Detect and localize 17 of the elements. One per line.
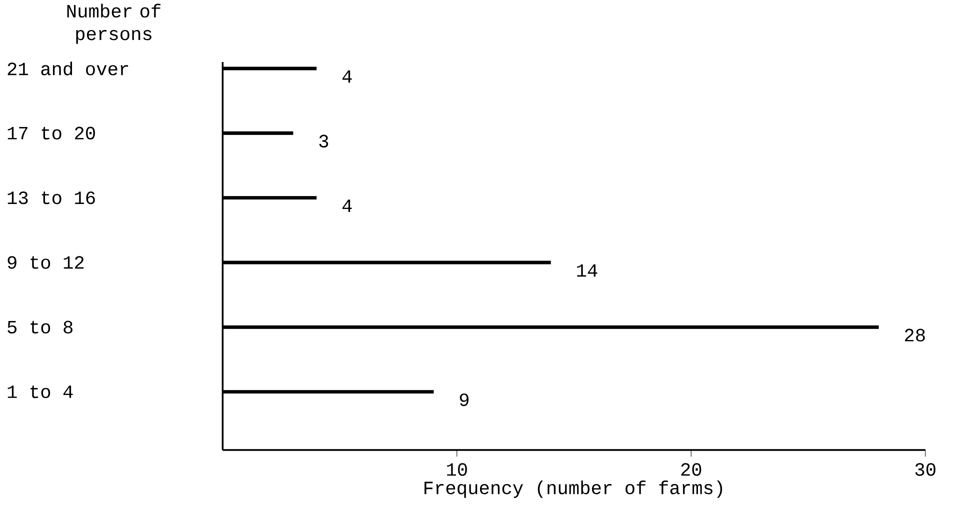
x-tick-label: 30 [915,463,936,476]
y-tick-label: 1 to 4 [8,385,73,398]
y-tick-label: 5 to 8 [8,320,72,334]
x-axis-title: Frequency (number of farms) [424,480,722,498]
x-tick-label: 20 [681,463,702,476]
y-tick-label: 13 to 16 [8,191,95,204]
y-tick-label: 9 to 12 [8,256,84,269]
y-tick-label: 17 to 20 [8,126,95,140]
x-tick-label: 10 [447,463,467,476]
data-label: 9 [460,393,469,406]
data-label: 14 [577,264,598,277]
y-tick-label: 21 and over [8,62,128,76]
data-label: 4 [342,200,352,212]
data-label: 3 [319,134,328,148]
data-label: 4 [342,70,352,83]
data-label: 28 [904,328,925,342]
y-axis-title: Number of persons [67,4,160,44]
